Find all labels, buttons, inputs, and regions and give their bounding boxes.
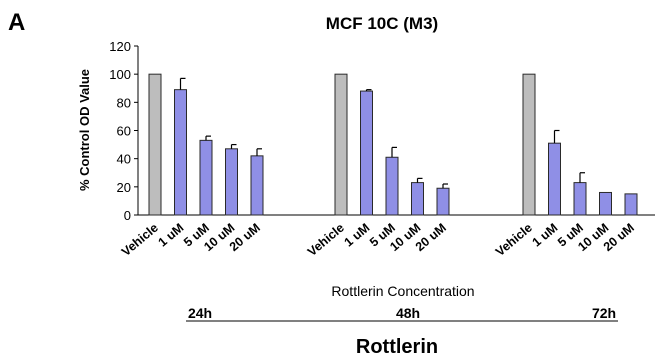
y-tick-label: 40 <box>117 152 131 167</box>
bar <box>250 155 264 216</box>
bar <box>411 182 424 216</box>
y-tick-label: 0 <box>124 208 131 223</box>
time-point-label: 24h <box>188 305 212 321</box>
y-tick-label: 20 <box>117 180 131 195</box>
time-point-labels: 24h 48h 72h <box>188 305 616 321</box>
bar <box>573 182 587 216</box>
bars <box>148 73 638 216</box>
y-tick-label: 60 <box>117 124 131 139</box>
bar <box>360 90 373 216</box>
footer-title: Rottlerin <box>356 336 438 358</box>
bar <box>225 148 238 216</box>
y-axis-label: % Control OD Value <box>77 69 92 191</box>
x-tick-label: Vehicle <box>493 221 535 259</box>
bar <box>522 73 536 216</box>
bar <box>599 191 612 216</box>
bar <box>436 187 450 216</box>
bar <box>174 89 187 216</box>
x-tick-label: 1 uM <box>342 221 373 250</box>
bar <box>199 139 213 216</box>
x-tick-label: Vehicle <box>119 221 161 259</box>
panel-label: A <box>8 9 25 36</box>
bar <box>548 142 561 216</box>
bar <box>334 73 348 216</box>
y-axis: 0 20 40 60 80 100 120 <box>109 39 655 223</box>
y-tick-label: 80 <box>117 95 131 110</box>
x-tick-label: Vehicle <box>305 221 347 259</box>
x-tick-label: 1 uM <box>530 221 561 250</box>
y-tick-label: 100 <box>109 67 131 82</box>
chart-title: MCF 10C (M3) <box>326 14 438 33</box>
time-point-label: 72h <box>592 305 616 321</box>
y-tick-label: 120 <box>109 39 131 54</box>
x-tick-label: 1 uM <box>156 221 187 250</box>
bar <box>148 73 162 216</box>
time-point-label: 48h <box>396 305 420 321</box>
bar <box>624 193 638 216</box>
bar <box>385 156 399 216</box>
x-axis-label: Rottlerin Concentration <box>331 283 474 299</box>
